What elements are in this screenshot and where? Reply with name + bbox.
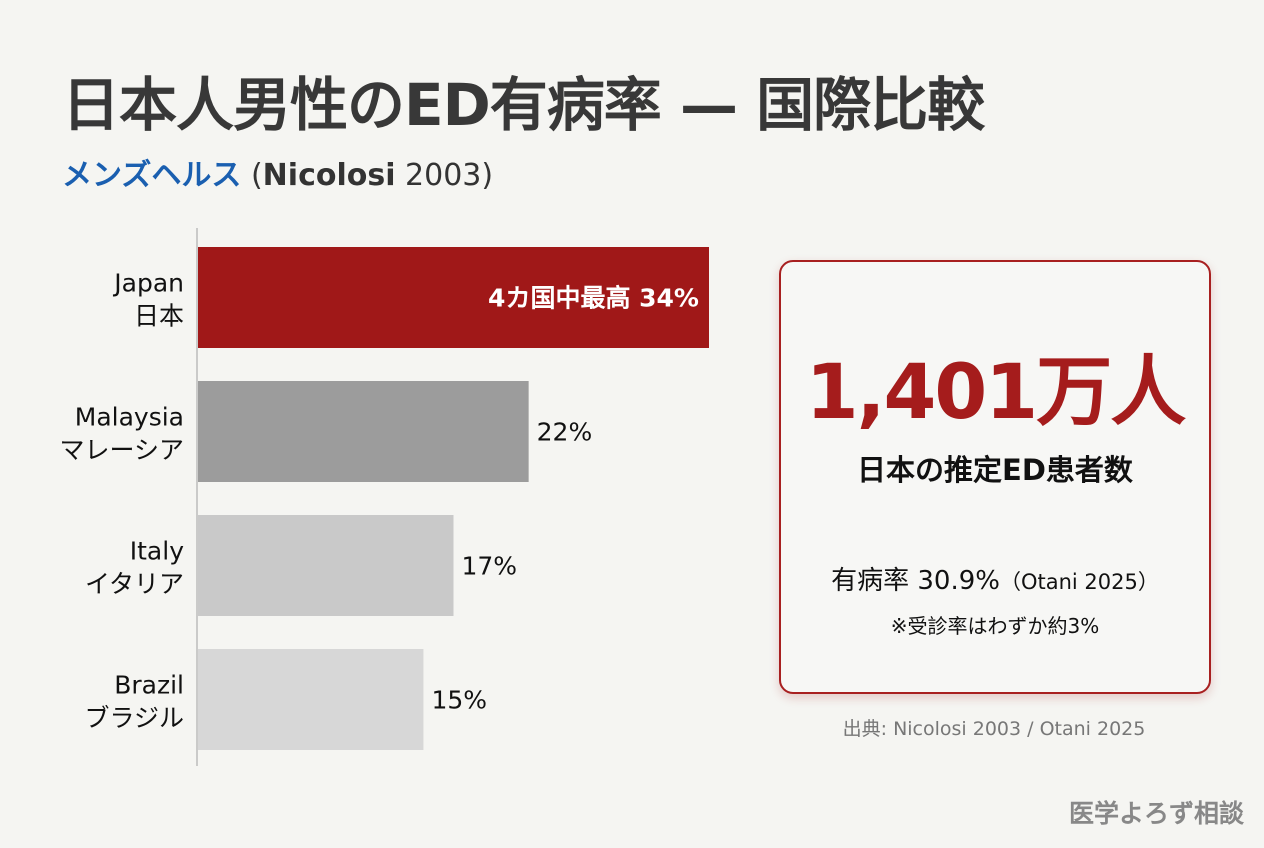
category-label-ja: イタリア	[85, 570, 184, 599]
bar-italy	[198, 515, 454, 616]
watermark: 医学よろず相談	[1068, 799, 1244, 828]
source-note: 出典: Nicolosi 2003 / Otani 2025	[842, 718, 1146, 740]
category-label-en: Italy	[130, 537, 184, 566]
category-label-en: Malaysia	[75, 403, 184, 432]
data-label: 22%	[537, 418, 593, 447]
data-label: 15%	[431, 686, 487, 715]
category-label-ja: 日本	[134, 302, 184, 331]
brand-name: メンズヘルス	[62, 158, 242, 193]
subtitle: メンズヘルス (Nicolosi 2003)	[62, 150, 493, 194]
citation-year: 2003	[405, 158, 482, 193]
bar-brazil	[198, 649, 424, 750]
data-label: 4カ国中最高 34%	[488, 284, 699, 313]
prevalence-value: 有病率 30.9%	[831, 566, 1000, 596]
prevalence: 有病率 30.9%（Otani 2025）	[781, 560, 1209, 597]
bar-malaysia	[198, 381, 529, 482]
bar-japan	[198, 247, 709, 348]
category-label-en: Japan	[112, 269, 184, 298]
prevalence-source: （Otani 2025）	[999, 570, 1159, 594]
consultation-note: ※受診率はわずか約3%	[890, 614, 1100, 638]
category-label-en: Brazil	[114, 671, 184, 700]
page-title: 日本人男性のED有病率 — 国際比較	[62, 71, 985, 139]
callout-box: 1,401万人 日本の推定ED患者数 有病率 30.9%（Otani 2025）…	[779, 260, 1211, 694]
citation: (Nicolosi 2003)	[250, 158, 494, 193]
patient-count-label: 日本の推定ED患者数	[857, 453, 1133, 487]
patient-count: 1,401万人	[805, 347, 1186, 436]
data-label: 17%	[462, 552, 518, 581]
category-label-ja: ブラジル	[84, 704, 184, 733]
category-label-ja: マレーシア	[59, 436, 184, 465]
citation-author: Nicolosi	[262, 158, 396, 193]
